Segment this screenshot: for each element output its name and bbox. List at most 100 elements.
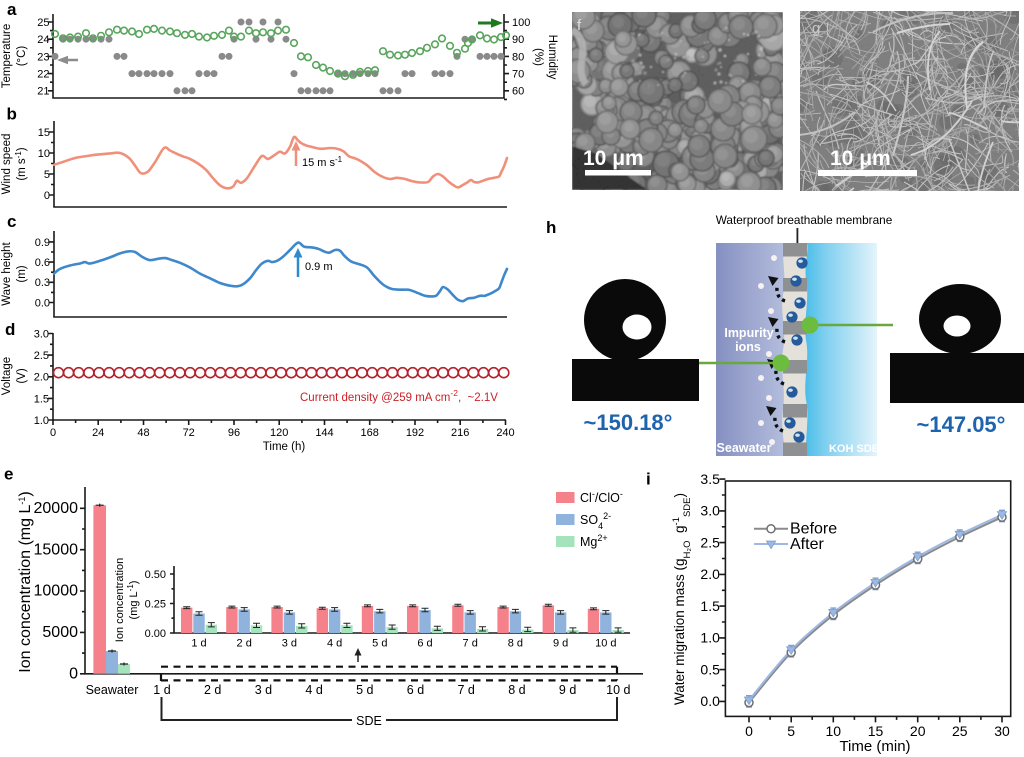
svg-text:SDE: SDE xyxy=(356,714,382,728)
svg-text:20: 20 xyxy=(910,723,926,739)
svg-text:Seawater: Seawater xyxy=(717,441,772,455)
svg-text:Ion concentration: Ion concentration xyxy=(114,558,126,642)
svg-text:~150.18°: ~150.18° xyxy=(584,410,673,435)
svg-text:5: 5 xyxy=(787,723,795,739)
svg-text:10 μm: 10 μm xyxy=(830,147,891,170)
svg-text:g: g xyxy=(812,20,820,37)
svg-text:2.5: 2.5 xyxy=(700,534,720,550)
svg-text:48: 48 xyxy=(137,427,149,439)
svg-text:h: h xyxy=(546,218,556,237)
svg-text:0.25: 0.25 xyxy=(145,598,166,610)
svg-text:Time (h): Time (h) xyxy=(263,441,306,453)
svg-text:1 d: 1 d xyxy=(191,638,206,650)
svg-text:0.9: 0.9 xyxy=(35,237,50,249)
svg-text:25: 25 xyxy=(37,17,49,29)
svg-text:70: 70 xyxy=(512,69,524,81)
svg-text:23: 23 xyxy=(37,51,49,63)
svg-text:15: 15 xyxy=(38,127,50,139)
svg-text:KOH SDE: KOH SDE xyxy=(829,443,879,455)
svg-text:15000: 15000 xyxy=(34,541,79,558)
svg-text:10: 10 xyxy=(826,723,842,739)
svg-text:Time (min): Time (min) xyxy=(839,738,910,755)
svg-text:2 d: 2 d xyxy=(204,683,221,697)
svg-text:0.5: 0.5 xyxy=(700,661,720,677)
svg-text:3.0: 3.0 xyxy=(34,328,49,340)
svg-text:3 d: 3 d xyxy=(282,638,297,650)
svg-text:10 μm: 10 μm xyxy=(583,147,644,170)
svg-text:8 d: 8 d xyxy=(508,638,523,650)
svg-text:24: 24 xyxy=(37,34,49,46)
svg-text:3.0: 3.0 xyxy=(700,503,720,519)
svg-text:7 d: 7 d xyxy=(463,638,478,650)
svg-text:1.0: 1.0 xyxy=(700,630,720,646)
svg-text:100: 100 xyxy=(512,17,530,29)
svg-text:ions: ions xyxy=(735,340,761,354)
svg-text:168: 168 xyxy=(361,427,379,439)
svg-text:5 d: 5 d xyxy=(372,638,387,650)
svg-text:4 d: 4 d xyxy=(327,638,342,650)
svg-text:0: 0 xyxy=(50,427,56,439)
svg-text:30: 30 xyxy=(994,723,1010,739)
svg-text:0.9 m: 0.9 m xyxy=(305,261,333,273)
svg-text:6 d: 6 d xyxy=(407,683,424,697)
svg-text:24: 24 xyxy=(92,427,104,439)
svg-text:d: d xyxy=(5,320,15,339)
svg-text:10 d: 10 d xyxy=(606,683,630,697)
svg-text:21: 21 xyxy=(37,86,49,98)
svg-text:i: i xyxy=(646,470,651,489)
svg-text:Temperature: Temperature xyxy=(1,24,13,89)
svg-text:Ion concentration (mg L-1): Ion concentration (mg L-1) xyxy=(17,491,34,672)
svg-text:3.5: 3.5 xyxy=(700,471,720,487)
svg-text:6 d: 6 d xyxy=(417,638,432,650)
svg-text:20000: 20000 xyxy=(34,500,79,517)
svg-text:(V): (V) xyxy=(16,368,28,384)
svg-text:5 d: 5 d xyxy=(356,683,373,697)
svg-text:1.5: 1.5 xyxy=(700,598,720,614)
svg-text:2.0: 2.0 xyxy=(34,372,49,384)
svg-text:Voltage: Voltage xyxy=(1,357,13,395)
svg-text:c: c xyxy=(7,212,16,231)
svg-text:a: a xyxy=(7,0,17,19)
svg-text:22: 22 xyxy=(37,69,49,81)
svg-text:80: 80 xyxy=(512,51,524,63)
svg-text:0: 0 xyxy=(69,665,78,682)
svg-text:192: 192 xyxy=(406,427,424,439)
svg-text:10 d: 10 d xyxy=(595,638,616,650)
svg-text:5000: 5000 xyxy=(42,624,78,641)
svg-text:216: 216 xyxy=(451,427,469,439)
svg-text:~147.05°: ~147.05° xyxy=(917,412,1006,437)
svg-text:9 d: 9 d xyxy=(559,683,576,697)
svg-text:Waterproof breathable membrane: Waterproof breathable membrane xyxy=(716,213,893,227)
svg-text:Impurity: Impurity xyxy=(724,326,773,340)
svg-text:e: e xyxy=(4,465,13,484)
svg-text:Current density @259 mA cm-2,: Current density @259 mA cm-2, ~2.1V xyxy=(300,388,498,404)
svg-text:0.50: 0.50 xyxy=(145,569,166,581)
svg-text:(°C): (°C) xyxy=(16,46,28,67)
svg-text:Humidity: Humidity xyxy=(546,35,558,80)
svg-text:60: 60 xyxy=(512,86,524,98)
svg-text:f: f xyxy=(577,17,582,34)
svg-text:240: 240 xyxy=(496,427,514,439)
svg-text:Seawater: Seawater xyxy=(86,683,139,697)
svg-text:2.0: 2.0 xyxy=(700,566,720,582)
svg-text:0.0: 0.0 xyxy=(35,297,50,309)
svg-text:0: 0 xyxy=(44,190,50,202)
svg-text:1.0: 1.0 xyxy=(34,415,49,427)
svg-text:5: 5 xyxy=(44,169,50,181)
svg-text:Wind speed: Wind speed xyxy=(1,134,13,195)
svg-text:10: 10 xyxy=(38,148,50,160)
svg-text:144: 144 xyxy=(315,427,333,439)
svg-text:0.0: 0.0 xyxy=(700,693,720,709)
svg-text:3 d: 3 d xyxy=(255,683,272,697)
svg-text:9 d: 9 d xyxy=(553,638,568,650)
svg-text:(%): (%) xyxy=(532,48,544,66)
svg-text:0.3: 0.3 xyxy=(35,277,50,289)
svg-text:b: b xyxy=(7,105,17,124)
svg-text:Before: Before xyxy=(790,521,837,538)
svg-text:10000: 10000 xyxy=(34,583,79,600)
svg-text:1.5: 1.5 xyxy=(34,393,49,405)
svg-text:0: 0 xyxy=(745,723,753,739)
svg-text:Cl-/ClO-: Cl-/ClO- xyxy=(580,489,623,505)
svg-text:After: After xyxy=(790,536,824,553)
svg-text:4 d: 4 d xyxy=(305,683,322,697)
